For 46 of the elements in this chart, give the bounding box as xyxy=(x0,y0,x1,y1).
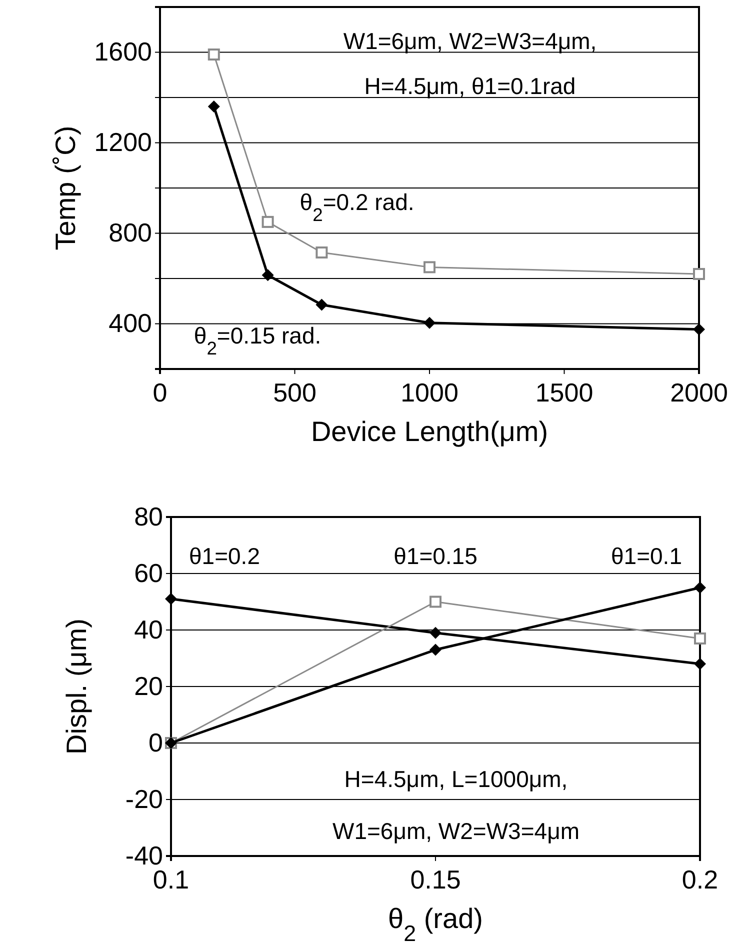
x-tick-label: 1500 xyxy=(535,378,594,408)
x-tick-label: 500 xyxy=(273,378,316,408)
annotation: H=4.5μm, θ1=0.1rad xyxy=(364,73,576,99)
y-tick-label: 400 xyxy=(108,308,152,338)
y-tick-label: 1200 xyxy=(94,127,152,158)
point xyxy=(430,644,442,656)
series-label: θ$_{2}$=0.15 rad. xyxy=(194,322,322,358)
annotation: W1=6μm, W2=W3=4μm xyxy=(332,818,580,844)
point xyxy=(693,323,705,336)
point xyxy=(693,268,705,280)
annotation: H=4.5μm, L=1000μm, xyxy=(344,766,568,792)
point xyxy=(694,658,706,670)
point xyxy=(208,48,220,61)
point xyxy=(262,216,274,228)
point xyxy=(262,269,274,282)
point xyxy=(430,596,442,608)
annotation: θ1=0.2 xyxy=(189,543,260,569)
x-axis-title: Device Length(μm) xyxy=(310,416,548,447)
point xyxy=(165,592,177,605)
point xyxy=(424,261,436,274)
annotation: θ1=0.15 xyxy=(394,543,478,569)
annotation: θ1=0.1 xyxy=(611,543,682,569)
x-axis-title: θ$_{2}$ (rad) xyxy=(388,903,483,943)
point xyxy=(694,582,706,594)
y-tick-label: 40 xyxy=(134,614,163,644)
y-tick-label: 20 xyxy=(134,670,163,701)
x-tick-label: 2000 xyxy=(670,378,728,408)
point xyxy=(424,316,436,329)
y-tick-label: -20 xyxy=(125,784,163,814)
x-tick-label: 0.2 xyxy=(682,864,718,895)
x-tick-label: 0.15 xyxy=(410,864,461,895)
annotation: W1=6μm, W2=W3=4μm, xyxy=(343,28,597,54)
y-axis-title: Temp (˚C) xyxy=(50,126,81,250)
point xyxy=(430,626,442,639)
point xyxy=(208,100,220,113)
point xyxy=(316,298,328,311)
y-axis-title: Displ. (μm) xyxy=(61,618,92,754)
y-tick-label: 800 xyxy=(108,218,152,248)
series-label: θ$_{2}$=0.2 rad. xyxy=(300,188,414,224)
y-tick-label: 1600 xyxy=(94,36,152,67)
x-tick-label: 1000 xyxy=(400,378,458,408)
point xyxy=(694,632,706,644)
y-tick-label: 80 xyxy=(134,501,163,532)
y-tick-label: 60 xyxy=(134,558,163,588)
y-tick-label: 0 xyxy=(148,727,163,758)
point xyxy=(316,246,328,258)
